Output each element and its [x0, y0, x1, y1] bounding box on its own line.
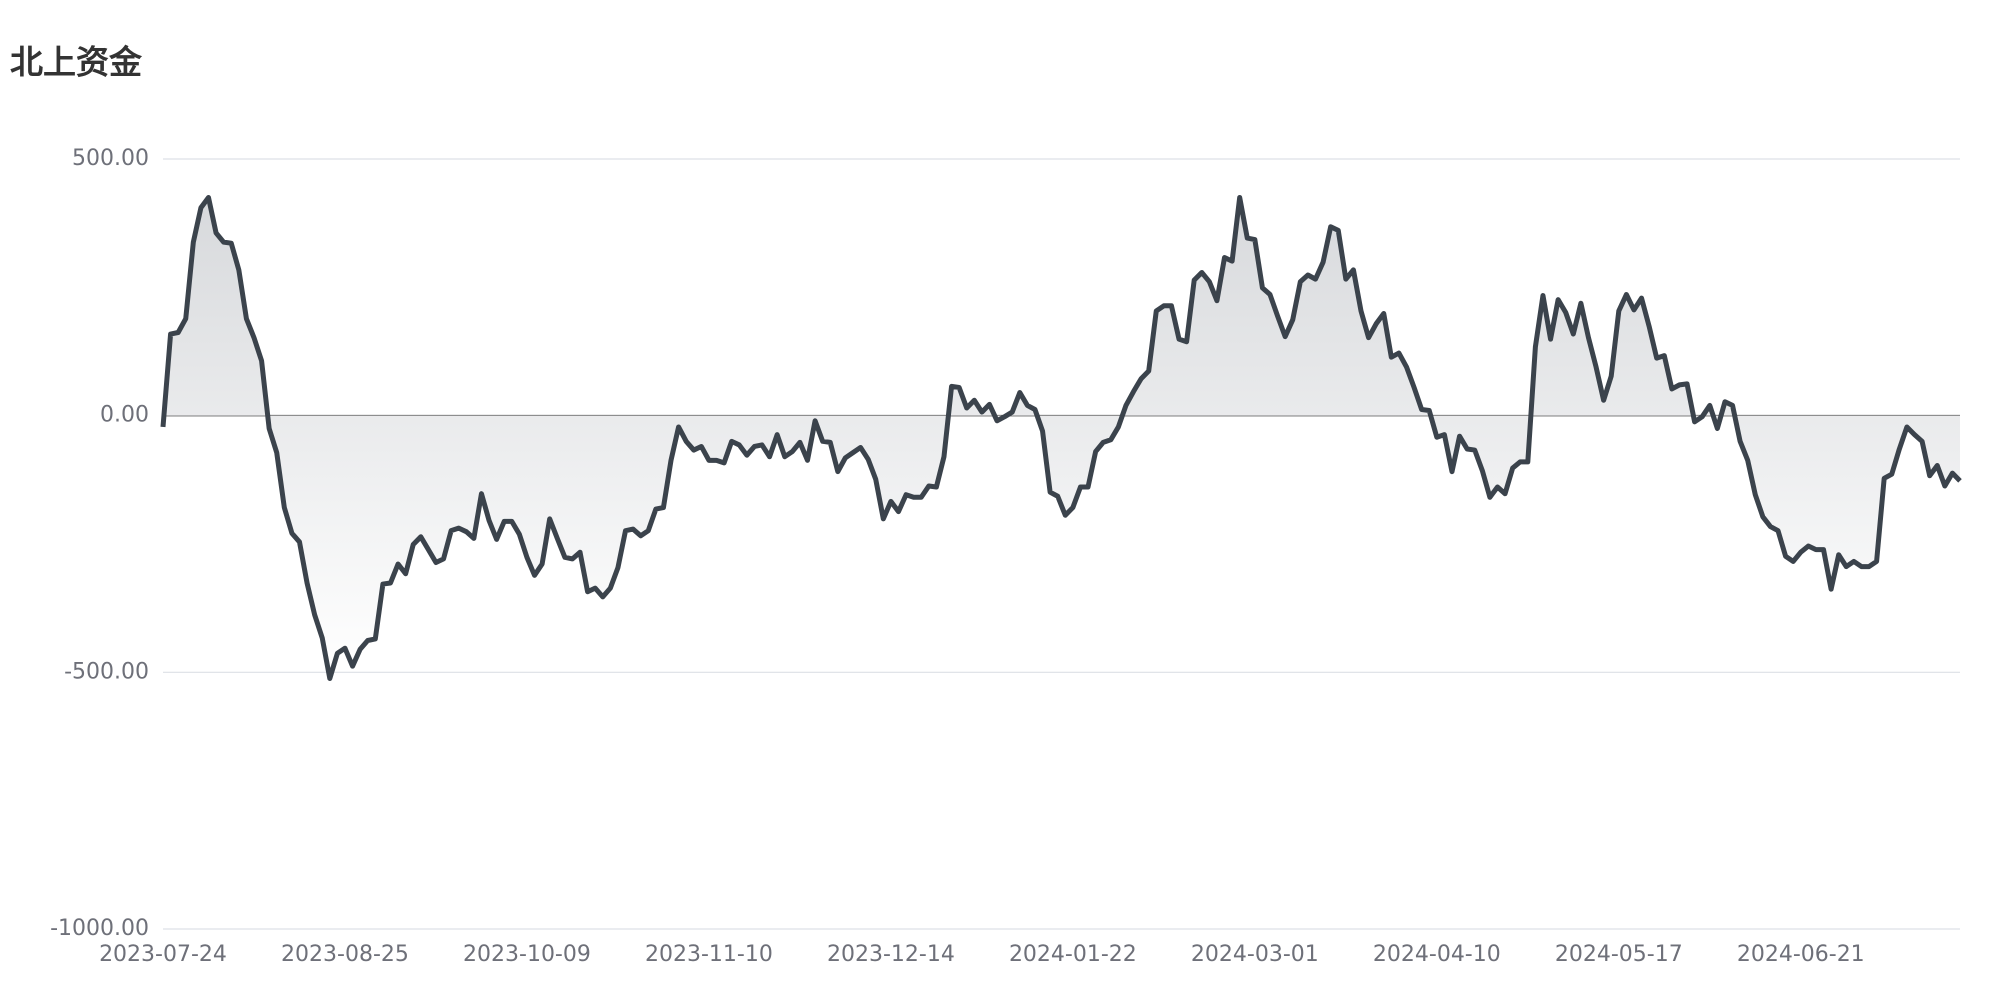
y-tick-label: 500.00 [72, 146, 149, 171]
chart-title: 北上资金 [10, 43, 143, 82]
y-tick-label: -500.00 [64, 659, 149, 684]
x-tick-label: 2024-05-17 [1555, 942, 1683, 967]
x-tick-label: 2024-01-22 [1009, 942, 1137, 967]
x-tick-label: 2023-11-10 [645, 942, 773, 967]
x-tick-label: 2023-08-25 [281, 942, 409, 967]
x-tick-label: 2024-04-10 [1373, 942, 1501, 967]
line [160, 195, 1962, 681]
area [163, 197, 1960, 679]
x-tick-label: 2024-06-21 [1737, 942, 1865, 967]
x-tick-label: 2024-03-01 [1191, 942, 1319, 967]
y-tick-label: -1000.00 [50, 916, 149, 941]
y-tick-label: 0.00 [100, 403, 149, 428]
x-tick-label: 2023-10-09 [463, 942, 591, 967]
x-tick-label: 2023-12-14 [827, 942, 955, 967]
x-tick-label: 2023-07-24 [99, 942, 227, 967]
